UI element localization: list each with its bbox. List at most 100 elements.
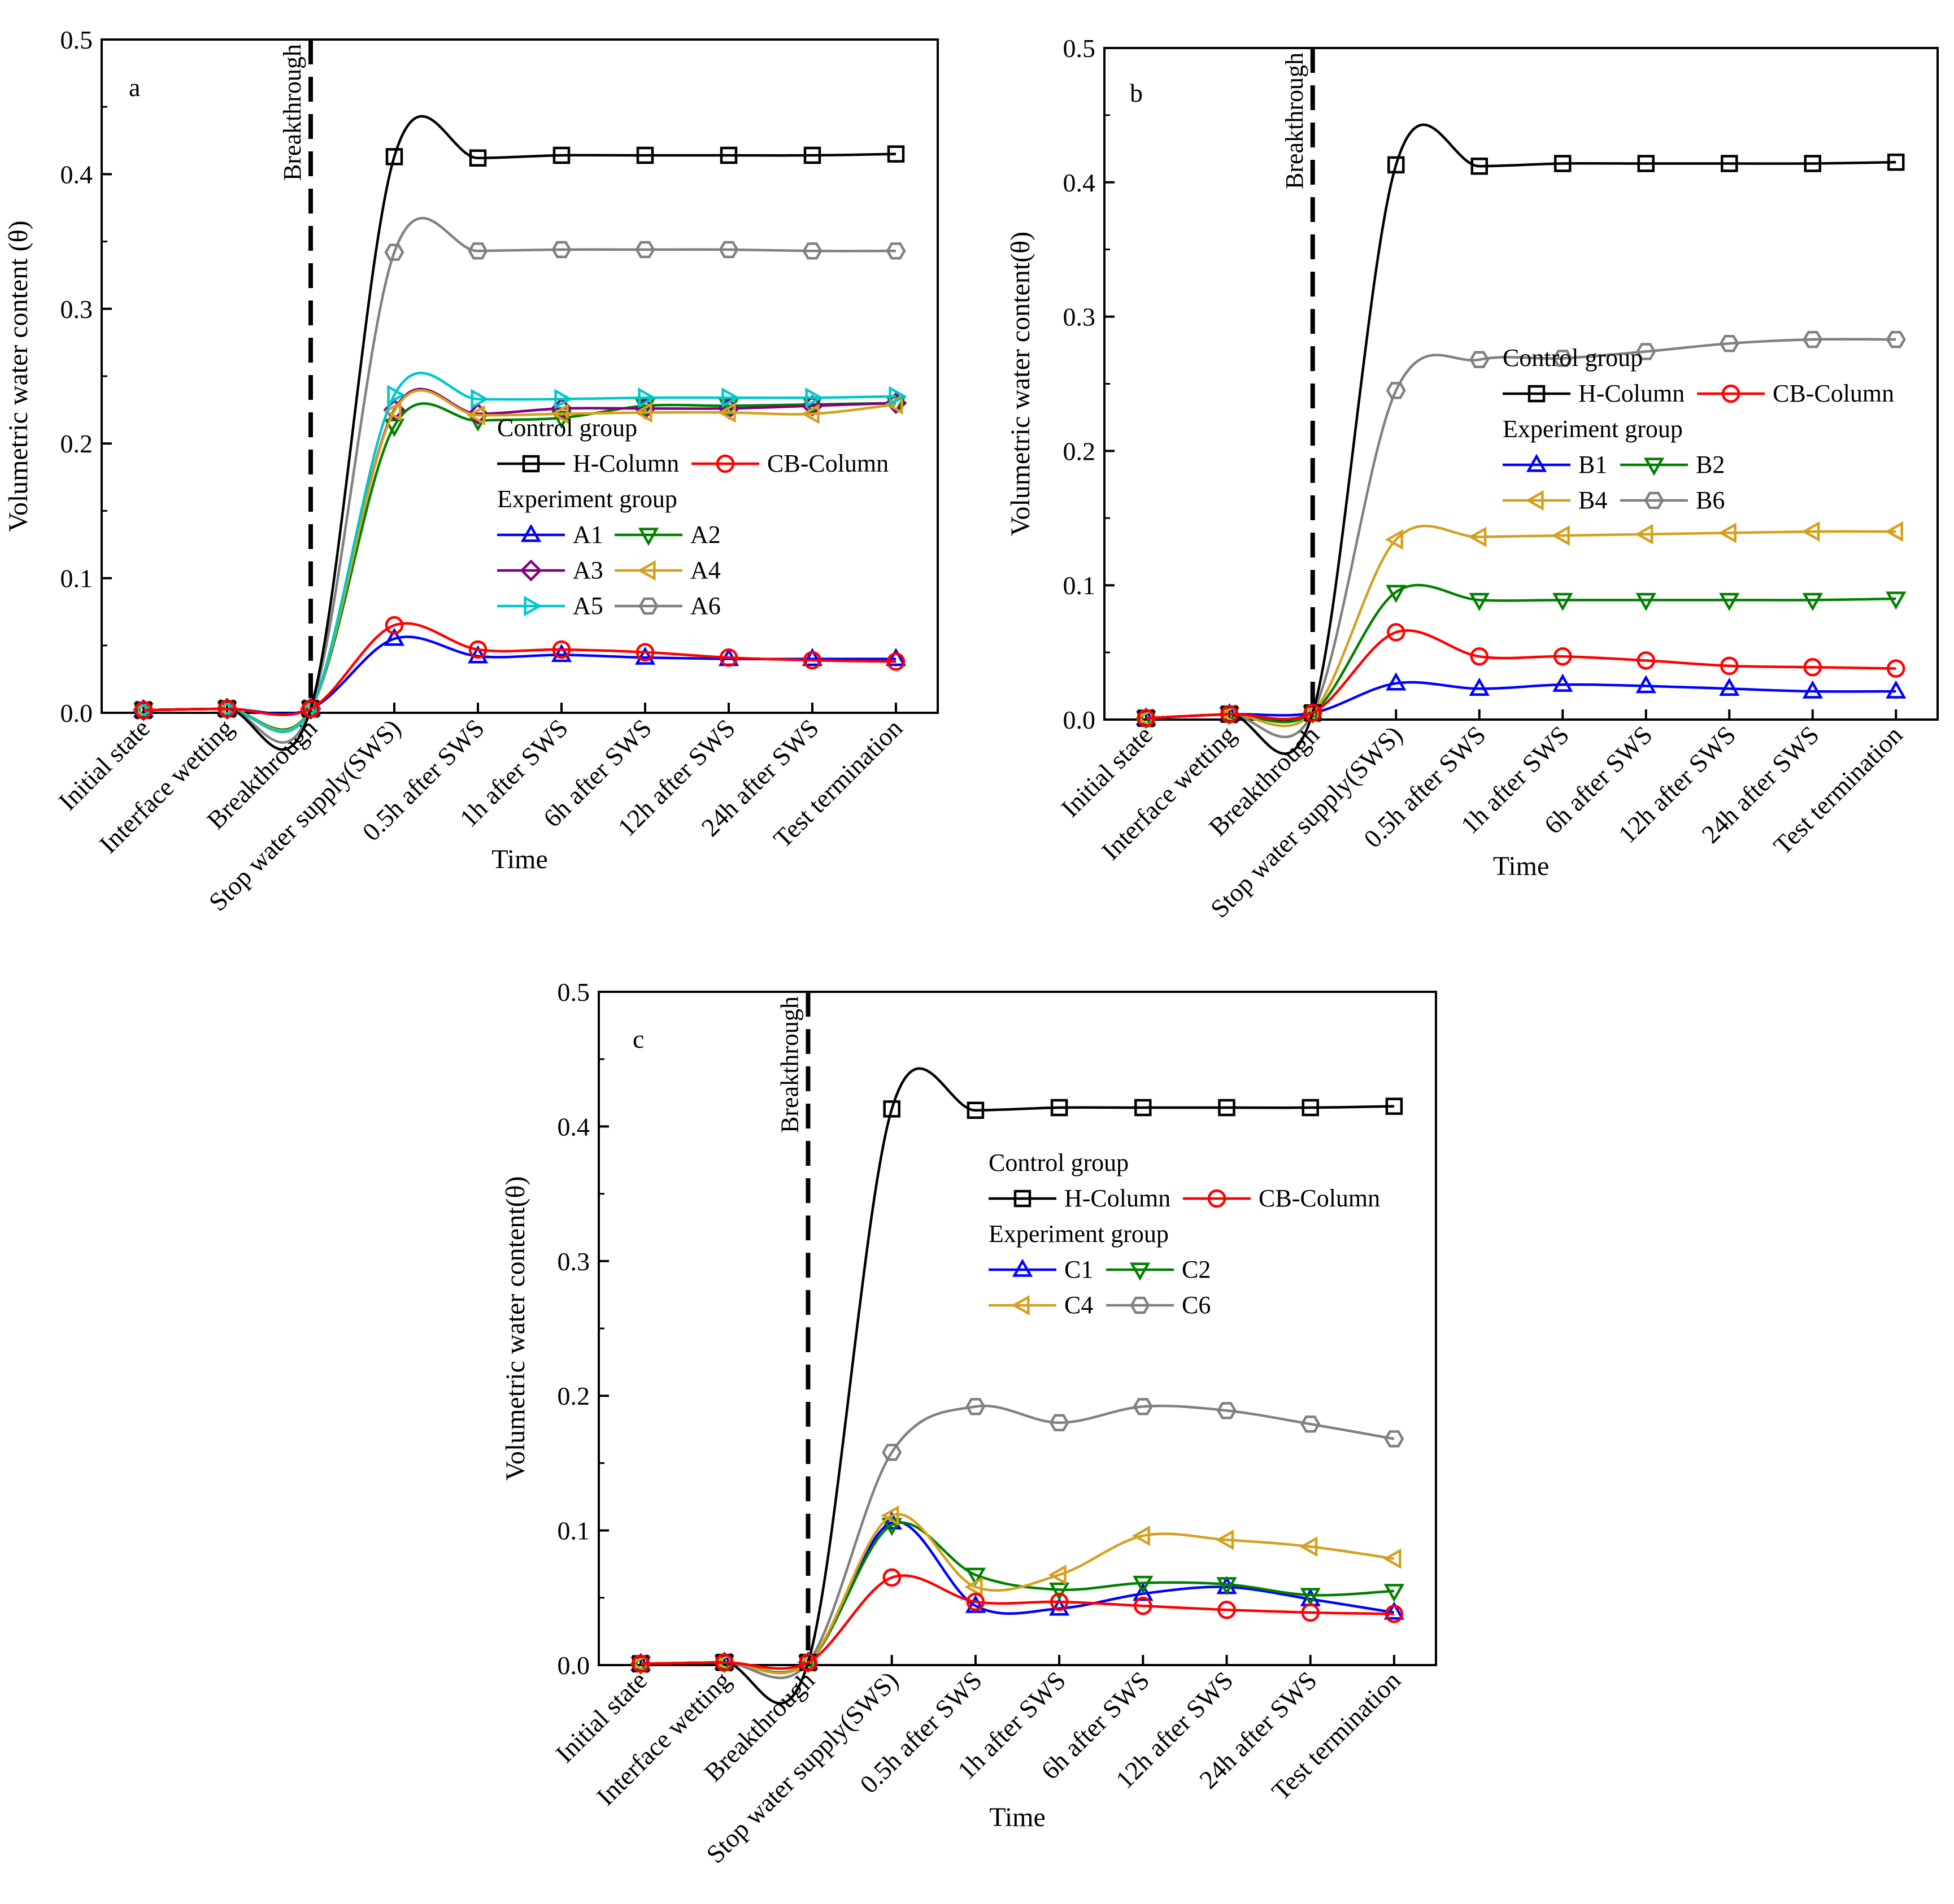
data-point-cb-column — [1301, 1603, 1320, 1622]
series-line-b1 — [1146, 681, 1896, 720]
legend: Control group H-Column CB-Column Experiment… — [1503, 344, 1894, 514]
data-point-cb-column — [468, 640, 488, 659]
data-point-b1 — [1802, 680, 1823, 699]
data-point-h-column — [1887, 153, 1905, 171]
data-point-a6 — [635, 241, 655, 259]
series-b4 — [1135, 521, 1903, 729]
data-point-cb-column — [631, 1654, 650, 1673]
legend-label-a5: A5 — [573, 592, 603, 620]
data-point-h-column — [1554, 155, 1572, 172]
data-point-cb-column — [301, 699, 320, 718]
legend-marker-cb-column — [716, 454, 735, 473]
legend-label-c2: C2 — [1182, 1256, 1211, 1283]
data-point-a5 — [805, 387, 824, 408]
legend-marker-a1 — [520, 524, 542, 542]
data-point-b4 — [1801, 521, 1820, 542]
data-point-c4 — [1299, 1536, 1318, 1557]
legend-group-title: Control group — [497, 414, 637, 442]
series-line-cb-column — [1146, 629, 1896, 721]
data-point-c6 — [882, 1444, 902, 1461]
y-tick-label: 0.3 — [60, 295, 93, 324]
y-tick-label: 0.4 — [60, 160, 93, 189]
legend-marker-c1 — [1012, 1258, 1033, 1277]
y-tick-label: 0.1 — [558, 1517, 590, 1545]
y-tick-label: 0.2 — [1063, 437, 1096, 465]
data-point-a6 — [886, 242, 906, 260]
y-tick-label: 0.0 — [558, 1651, 590, 1680]
series-line-a5 — [143, 372, 897, 734]
data-point-b1 — [1886, 680, 1907, 699]
series-line-b6 — [1146, 338, 1896, 738]
y-tick-label: 0.2 — [60, 429, 93, 458]
legend-label-h-column: H-Column — [1578, 380, 1685, 407]
data-point-b2 — [1886, 591, 1907, 610]
legend-marker-a3 — [520, 559, 542, 582]
y-tick-label: 0.2 — [558, 1382, 590, 1410]
data-point-h-column — [1637, 155, 1655, 172]
y-tick-label: 0.3 — [558, 1247, 590, 1276]
legend-marker-cb-column — [1721, 384, 1740, 403]
data-point-h-column — [1302, 1099, 1319, 1117]
x-axis-title: Time — [989, 1802, 1046, 1832]
data-point-h-column — [1387, 156, 1405, 174]
data-point-h-column — [1134, 1099, 1152, 1117]
legend-marker-b2 — [1643, 458, 1665, 476]
data-point-a1 — [384, 628, 405, 646]
legend-marker-a5 — [524, 595, 542, 617]
data-point-b4 — [1385, 529, 1403, 550]
data-point-c4 — [881, 1505, 899, 1526]
panel-letter: c — [633, 1025, 644, 1053]
data-point-a4 — [383, 400, 402, 422]
series-line-cb-column — [143, 622, 897, 716]
data-point-cb-column — [1217, 1601, 1236, 1619]
y-tick-label: 0.5 — [558, 978, 590, 1007]
plot-frame — [101, 38, 939, 714]
data-point-a4 — [467, 404, 485, 426]
data-point-a6 — [719, 241, 739, 259]
series-b1 — [1135, 672, 1907, 726]
legend-marker-a6 — [638, 597, 659, 615]
y-axis-title: Volumetric water content(θ) — [501, 1176, 530, 1480]
data-point-h-column — [552, 146, 571, 164]
data-point-h-column — [887, 145, 905, 163]
data-point-cb-column — [886, 652, 906, 671]
data-point-a6 — [802, 242, 822, 260]
data-point-h-column — [1721, 155, 1738, 172]
legend-label-h-column: H-Column — [1064, 1184, 1170, 1212]
legend-group-title: Experiment group — [989, 1220, 1169, 1248]
data-point-b2 — [1552, 592, 1573, 611]
series-c4 — [629, 1505, 1402, 1675]
data-point-h-column — [1470, 158, 1488, 175]
data-point-c6 — [1300, 1415, 1321, 1433]
data-point-cb-column — [1050, 1592, 1069, 1611]
legend-label-h-column: H-Column — [573, 450, 679, 477]
data-point-a5 — [721, 387, 740, 408]
y-tick-label: 0.0 — [60, 699, 93, 727]
series-line-c6 — [641, 1404, 1395, 1679]
x-axis-title: Time — [491, 844, 548, 874]
legend-label-a4: A4 — [690, 556, 721, 584]
legend-marker-b1 — [1526, 454, 1547, 472]
data-point-c6 — [1216, 1402, 1237, 1419]
y-tick-label: 0.5 — [60, 25, 93, 54]
data-point-c2 — [1300, 1588, 1321, 1606]
series-line-a1 — [143, 635, 896, 716]
series-cb-column — [631, 1568, 1404, 1673]
data-point-b6 — [1719, 334, 1739, 352]
data-point-h-column — [1804, 155, 1821, 172]
legend-label-b2: B2 — [1696, 451, 1725, 478]
data-point-h-column — [385, 148, 403, 165]
data-point-cb-column — [1887, 659, 1905, 678]
data-point-b4 — [1551, 525, 1570, 546]
data-point-a5 — [889, 386, 907, 407]
legend-group-title: Control group — [1503, 344, 1643, 372]
legend-marker-cb-column — [1207, 1189, 1226, 1208]
data-point-h-column — [469, 149, 487, 167]
data-point-cb-column — [803, 651, 822, 670]
series-a1 — [133, 628, 907, 717]
panel-letter: b — [1130, 79, 1143, 107]
series-line-a6 — [143, 217, 897, 744]
data-point-h-column — [720, 146, 738, 164]
series-b2 — [1135, 583, 1907, 730]
